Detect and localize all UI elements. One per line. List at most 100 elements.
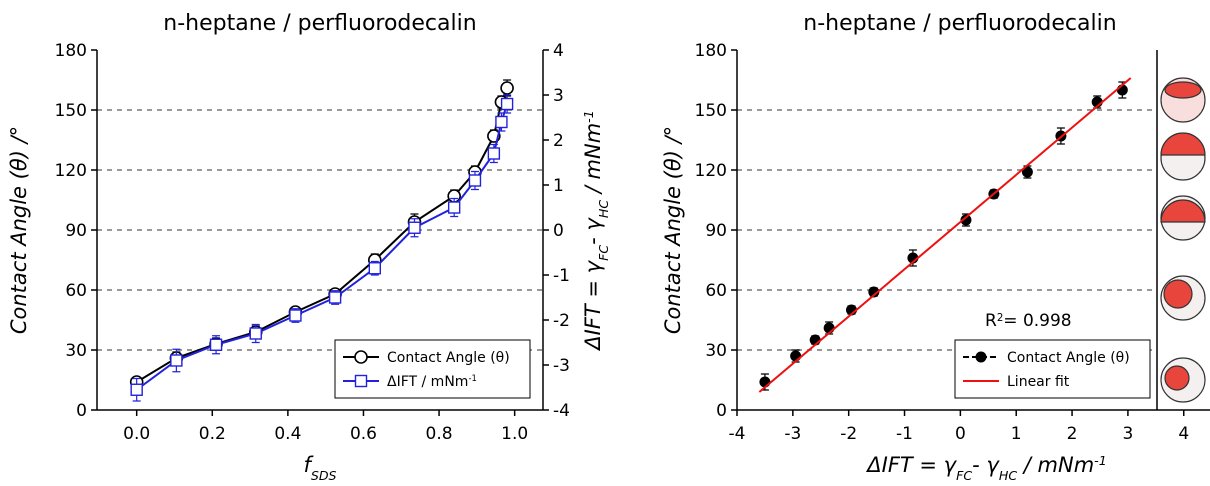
label-part: ΔIFT = γ bbox=[581, 259, 605, 351]
y-tick-label: 150 bbox=[695, 101, 727, 121]
label-part: FC bbox=[596, 245, 611, 261]
label-part: = 0.998 bbox=[1003, 311, 1071, 331]
y-axis-label: Contact Angle (θ) /° bbox=[7, 126, 31, 334]
legend-marker bbox=[354, 350, 368, 364]
y2-tick-label: 4 bbox=[553, 41, 564, 61]
data-point bbox=[468, 174, 482, 187]
droplet-strip bbox=[1156, 50, 1206, 410]
legend-label: Contact Angle (θ) bbox=[387, 350, 510, 366]
y-tick-label: 120 bbox=[695, 161, 727, 181]
legend-box bbox=[954, 339, 1151, 399]
label-part: / mNm bbox=[1017, 453, 1094, 477]
legend-label: ΔIFT / mNm-1 bbox=[387, 373, 477, 390]
y-tick-label: 180 bbox=[55, 41, 87, 61]
y2-axis-label: ΔIFT = γFC- γHC / mNm-1 bbox=[581, 110, 611, 351]
y2-tick-label: -4 bbox=[553, 401, 570, 421]
x-axis-label: fSDS bbox=[303, 453, 336, 483]
y-tick-label: 150 bbox=[55, 101, 87, 121]
data-point bbox=[1021, 166, 1033, 178]
label-part: 2 bbox=[997, 313, 1003, 324]
y2-tick-label: 0 bbox=[553, 221, 564, 241]
x-tick-label: 4 bbox=[1178, 424, 1189, 444]
label-part: ΔIFT = γ bbox=[865, 453, 957, 477]
label-part: - γ bbox=[972, 453, 1000, 477]
data-point bbox=[868, 286, 880, 298]
y2-tick-label: 2 bbox=[553, 131, 564, 151]
label-part: SDS bbox=[311, 468, 337, 483]
y-tick-label: 180 bbox=[695, 41, 727, 61]
y2-tick-label: 1 bbox=[553, 176, 564, 196]
legend-label: Linear fit bbox=[1007, 374, 1070, 390]
x-tick-label: -2 bbox=[840, 424, 857, 444]
x-tick-label: 3 bbox=[1122, 424, 1133, 444]
label-part: R bbox=[985, 311, 997, 331]
y-tick-label: 120 bbox=[55, 161, 87, 181]
y-tick-label: 90 bbox=[705, 221, 727, 241]
chart-title: n-heptane / perfluorodecalin bbox=[163, 11, 476, 36]
label-part: FC bbox=[956, 468, 972, 483]
y2-tick-label: -3 bbox=[553, 356, 570, 376]
data-point bbox=[408, 221, 421, 234]
data-point bbox=[495, 115, 508, 129]
x-tick-label: -3 bbox=[784, 424, 801, 444]
label-part: -1 bbox=[1094, 453, 1107, 468]
label-part: Contact Angle (θ) /° bbox=[7, 126, 31, 334]
x-tick-label: 0 bbox=[955, 424, 966, 444]
x-tick-label: 0.6 bbox=[350, 424, 377, 444]
data-point bbox=[960, 214, 972, 226]
series-line bbox=[136, 87, 509, 383]
y-axis-label: Contact Angle (θ) /° bbox=[661, 126, 685, 334]
data-point bbox=[249, 327, 262, 340]
y-tick-label: 30 bbox=[705, 341, 727, 361]
label-part: -1 bbox=[468, 373, 476, 383]
label-part: -1 bbox=[581, 110, 596, 123]
data-point bbox=[170, 354, 183, 367]
y-tick-label: 0 bbox=[76, 401, 87, 421]
series-line bbox=[758, 77, 1132, 393]
label-part: HC bbox=[999, 468, 1017, 483]
x-tick-label: 2 bbox=[1067, 424, 1078, 444]
data-point bbox=[759, 376, 771, 388]
x-axis-label: ΔIFT = γFC- γHC / mNm-1 bbox=[865, 453, 1106, 483]
x-tick-label: 0.8 bbox=[426, 424, 453, 444]
legend-box bbox=[334, 339, 531, 399]
data-point bbox=[487, 147, 501, 160]
y-tick-label: 30 bbox=[65, 341, 87, 361]
y-tick-label: 60 bbox=[705, 281, 727, 301]
data-point bbox=[368, 262, 382, 275]
y2-tick-label: -2 bbox=[553, 311, 570, 331]
data-point bbox=[790, 350, 802, 362]
label-part: Contact Angle (θ) /° bbox=[661, 126, 685, 334]
x-tick-label: -4 bbox=[729, 424, 746, 444]
x-tick-label: 0.2 bbox=[199, 424, 226, 444]
y-tick-label: 0 bbox=[716, 401, 727, 421]
x-tick-label: 1 bbox=[1011, 424, 1022, 444]
data-point bbox=[289, 309, 302, 322]
label-part: HC bbox=[596, 200, 611, 218]
data-point bbox=[209, 338, 223, 351]
y2-tick-label: -1 bbox=[553, 266, 570, 286]
label-part: - γ bbox=[581, 217, 605, 245]
chart-title: n-heptane / perfluorodecalin bbox=[803, 11, 1116, 36]
label-part: f bbox=[303, 453, 314, 477]
x-tick-label: -1 bbox=[896, 424, 913, 444]
y-tick-label: 60 bbox=[65, 281, 87, 301]
legend-marker bbox=[975, 351, 987, 363]
y2-tick-label: 3 bbox=[553, 86, 564, 106]
x-tick-label: 0.4 bbox=[274, 424, 301, 444]
label-part: ΔIFT / mNm bbox=[387, 374, 468, 390]
data-point bbox=[328, 291, 342, 304]
label-part: / mNm bbox=[581, 123, 605, 200]
data-point bbox=[130, 383, 143, 396]
x-tick-label: 0.0 bbox=[123, 424, 150, 444]
annotation: R2= 0.998 bbox=[985, 311, 1072, 331]
x-tick-label: 1.0 bbox=[501, 424, 528, 444]
legend-marker bbox=[354, 374, 368, 388]
data-point bbox=[447, 201, 461, 214]
y-tick-label: 90 bbox=[65, 221, 87, 241]
data-point bbox=[500, 81, 514, 95]
legend-label: Contact Angle (θ) bbox=[1007, 350, 1130, 366]
data-point bbox=[500, 97, 514, 111]
droplet-icons bbox=[1160, 77, 1206, 403]
